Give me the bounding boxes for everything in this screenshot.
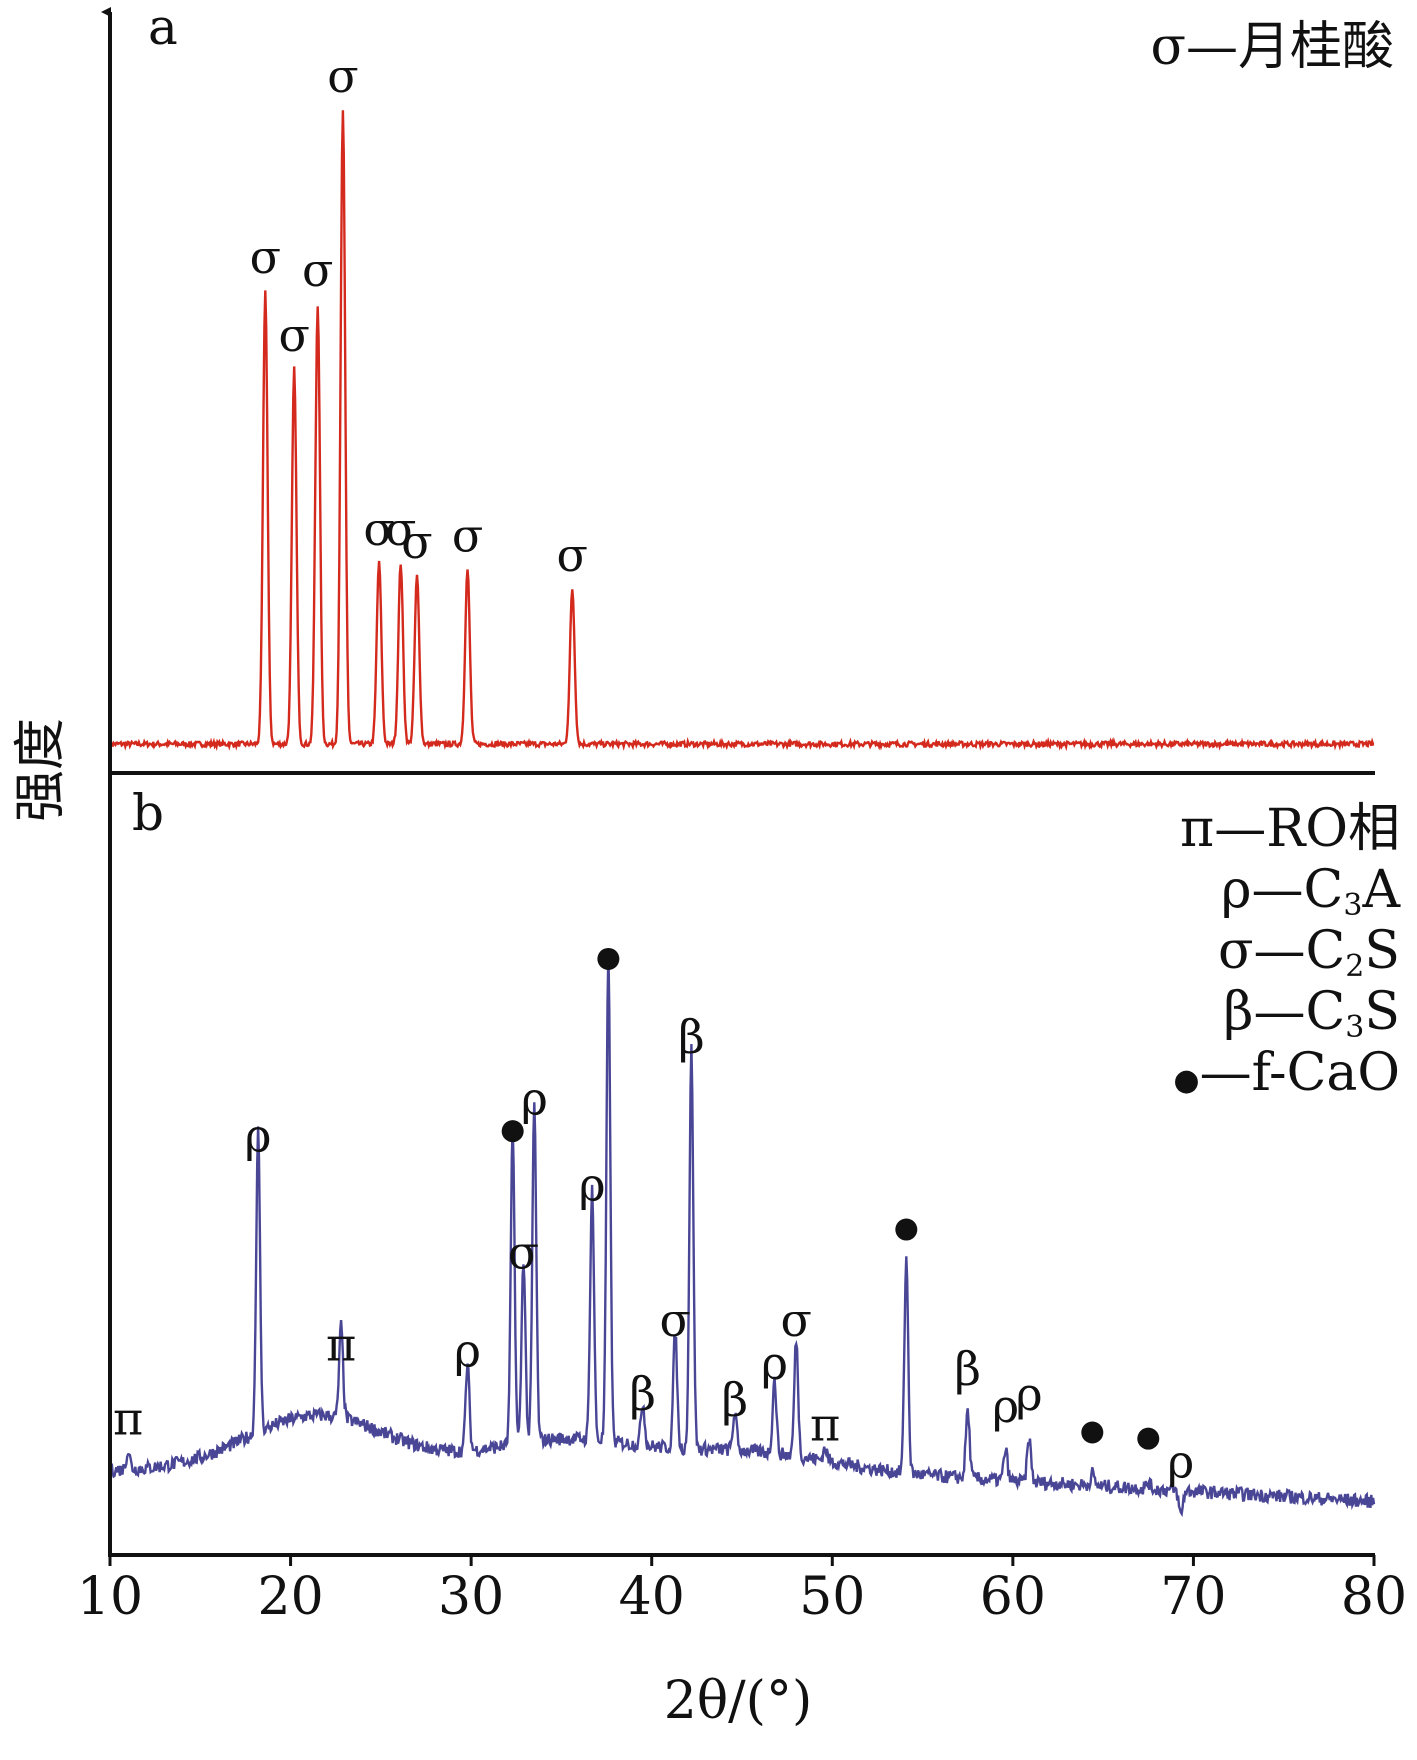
legend-entry: σ—月桂酸 (1150, 17, 1394, 77)
legend-text: —RO相 (1214, 799, 1400, 859)
series-a-curve (108, 110, 1375, 752)
peak-marker-dot (597, 947, 620, 970)
peak-label: σ (250, 230, 281, 284)
x-tick-label: 50 (799, 1567, 865, 1627)
legend-tail: A (1361, 860, 1401, 920)
legend-symbol: π (1180, 799, 1214, 859)
legend-text: —C (1253, 982, 1345, 1042)
peak-label: σ (557, 528, 588, 582)
legend-text: —月桂酸 (1186, 17, 1394, 77)
peak-label: σ (508, 1225, 539, 1279)
peak-label: σ (385, 502, 416, 556)
peak-label: ρ (1016, 1367, 1043, 1421)
peak-label: σ (278, 308, 309, 362)
y-axis-title: 强度 (11, 718, 71, 822)
peak-label: π (113, 1391, 143, 1445)
x-tick-label: 80 (1341, 1567, 1407, 1627)
peak-label: σ (452, 508, 483, 562)
legend-symbol: σ (1150, 17, 1186, 77)
peak-marker-dot (895, 1218, 918, 1241)
peak-label: ρ (521, 1072, 548, 1126)
legend-symbol: β (1223, 982, 1253, 1042)
peak-label: σ (401, 515, 432, 569)
peak-marker-dot (1081, 1421, 1104, 1444)
x-axis-title: 2θ/(°) (664, 1671, 812, 1731)
legend-tail: S (1364, 921, 1400, 981)
legend-subscript: 3 (1343, 888, 1362, 923)
x-tick-label: 70 (1160, 1567, 1226, 1627)
legend-text: —f-CaO (1200, 1043, 1400, 1103)
x-tick-label: 10 (77, 1567, 143, 1627)
legend-subscript: 3 (1345, 1010, 1364, 1045)
legend-symbol: ρ (1221, 860, 1252, 920)
peak-label: ρ (454, 1324, 481, 1378)
peak-label: ρ (579, 1158, 606, 1212)
peak-label: ρ (1167, 1434, 1194, 1488)
x-tick-label: 60 (980, 1567, 1046, 1627)
peak-label: σ (363, 502, 394, 556)
x-axis-ticks: 10 20 30 40 50 60 70 80 (77, 1555, 1407, 1627)
legend-symbol: σ (1218, 921, 1254, 981)
x-tick-label: 20 (257, 1567, 323, 1627)
legend-subscript: 2 (1345, 949, 1364, 984)
peak-label: ρ (245, 1108, 272, 1162)
peak-label: β (678, 1010, 705, 1064)
legend-entry: β—C3S (1223, 982, 1400, 1045)
legend-entry: ●—f-CaO (1173, 1043, 1400, 1103)
peak-label: σ (659, 1293, 690, 1347)
legend-symbol-dot: ● (1173, 1063, 1199, 1098)
legend-entry: ρ—C3A (1221, 860, 1401, 923)
peak-marker-dot (501, 1120, 524, 1143)
peak-label: σ (302, 243, 333, 297)
legend-entry: π—RO相 (1180, 799, 1400, 859)
legend-entry: σ—C2S (1218, 921, 1400, 984)
panel-a-letter: a (148, 0, 178, 56)
x-tick-label: 30 (438, 1567, 504, 1627)
peak-label: σ (780, 1293, 811, 1347)
peak-label: β (629, 1367, 656, 1421)
legend-text: —C (1253, 921, 1345, 981)
peak-marker-dot (1137, 1427, 1160, 1450)
series-b-curve (108, 949, 1376, 1518)
legend-tail: S (1364, 982, 1400, 1042)
peak-label: β (954, 1342, 981, 1396)
peak-label: β (721, 1373, 748, 1427)
legend-text: —C (1252, 860, 1344, 920)
peak-label: ρ (992, 1379, 1019, 1433)
panel-b-letter: b (132, 784, 164, 842)
peak-label: ρ (761, 1336, 788, 1390)
peak-label: π (810, 1398, 840, 1452)
peak-label: π (326, 1318, 356, 1372)
panel-a-legend: σ—月桂酸 (1150, 17, 1394, 77)
x-tick-label: 40 (619, 1567, 685, 1627)
peak-label: σ (327, 49, 358, 103)
